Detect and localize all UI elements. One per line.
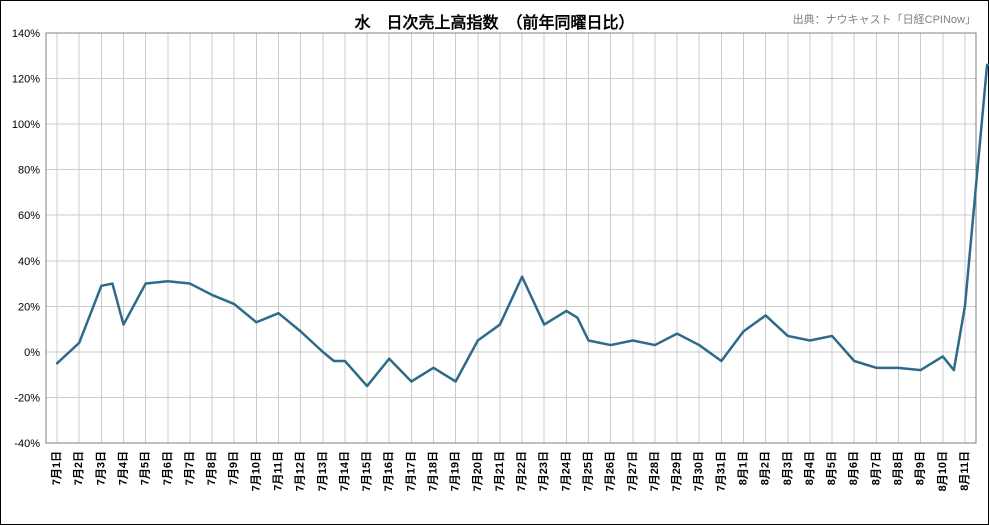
- x-tick-label: 7月24日: [559, 451, 572, 491]
- x-tick-label: 7月10日: [249, 451, 262, 491]
- x-tick-label: 7月2日: [72, 451, 85, 485]
- y-tick-label: 120%: [12, 74, 40, 86]
- y-tick-label: 80%: [18, 165, 40, 177]
- y-tick-label: -40%: [14, 438, 40, 450]
- x-tick-label: 7月16日: [382, 451, 395, 491]
- y-tick-label: 140%: [12, 28, 40, 40]
- y-tick-label: 60%: [18, 210, 40, 222]
- x-tick-label: 7月13日: [316, 451, 329, 491]
- y-tick-label: 20%: [18, 301, 40, 313]
- x-tick-label: 7月19日: [449, 451, 462, 491]
- x-tick-label: 7月18日: [427, 451, 440, 491]
- x-tick-label: 7月22日: [515, 451, 528, 491]
- x-tick-label: 8月4日: [803, 451, 816, 485]
- x-tick-label: 8月3日: [781, 451, 794, 485]
- x-tick-label: 7月4日: [117, 451, 130, 485]
- x-tick-label: 7月5日: [139, 451, 152, 485]
- x-tick-label: 8月5日: [825, 451, 838, 485]
- x-tick-label: 7月17日: [404, 451, 417, 491]
- x-tick-label: 7月15日: [360, 451, 373, 491]
- x-tick-label: 7月31日: [714, 451, 727, 491]
- x-tick-label: 7月26日: [604, 451, 617, 491]
- y-tick-label: 100%: [12, 119, 40, 131]
- x-tick-label: 7月23日: [537, 451, 550, 491]
- x-tick-label: 7月3日: [94, 451, 107, 485]
- y-tick-label: -20%: [14, 392, 40, 404]
- x-tick-label: 8月2日: [759, 451, 772, 485]
- chart-container: 水 日次売上高指数 （前年同曜日比） 出典：ナウキャスト「日経CPINow」 -…: [0, 0, 989, 525]
- x-tick-label: 7月11日: [272, 451, 285, 491]
- series-line: [57, 65, 989, 386]
- y-tick-label: 40%: [18, 256, 40, 268]
- x-tick-label: 7月29日: [670, 451, 683, 491]
- x-tick-label: 7月6日: [161, 451, 174, 485]
- x-tick-label: 8月6日: [847, 451, 860, 485]
- x-tick-label: 7月12日: [294, 451, 307, 491]
- x-tick-label: 7月30日: [692, 451, 705, 491]
- x-tick-label: 7月28日: [648, 451, 661, 491]
- x-tick-label: 8月8日: [892, 451, 905, 485]
- x-tick-label: 8月7日: [869, 451, 882, 485]
- x-tick-label: 7月25日: [582, 451, 595, 491]
- x-tick-label: 8月11日: [958, 451, 971, 491]
- y-tick-label: 0%: [24, 347, 40, 359]
- x-tick-label: 7月20日: [471, 451, 484, 491]
- x-tick-label: 7月21日: [493, 451, 506, 491]
- chart-plot: -40% -20% 0% 20% 40% 60% 80% 100% 120% 140% 7月1日 7月…: [1, 1, 989, 525]
- x-tick-label: 8月10日: [936, 451, 949, 491]
- x-tick-label: 7月27日: [626, 451, 639, 491]
- x-tick-label: 8月9日: [914, 451, 927, 485]
- x-tick-label: 7月14日: [338, 451, 351, 491]
- x-tick-label: 7月9日: [227, 451, 240, 485]
- x-tick-label: 7月7日: [183, 451, 196, 485]
- x-tick-label: 7月8日: [205, 451, 218, 485]
- x-tick-label: 7月1日: [50, 451, 63, 485]
- x-tick-label: 8月1日: [737, 451, 750, 485]
